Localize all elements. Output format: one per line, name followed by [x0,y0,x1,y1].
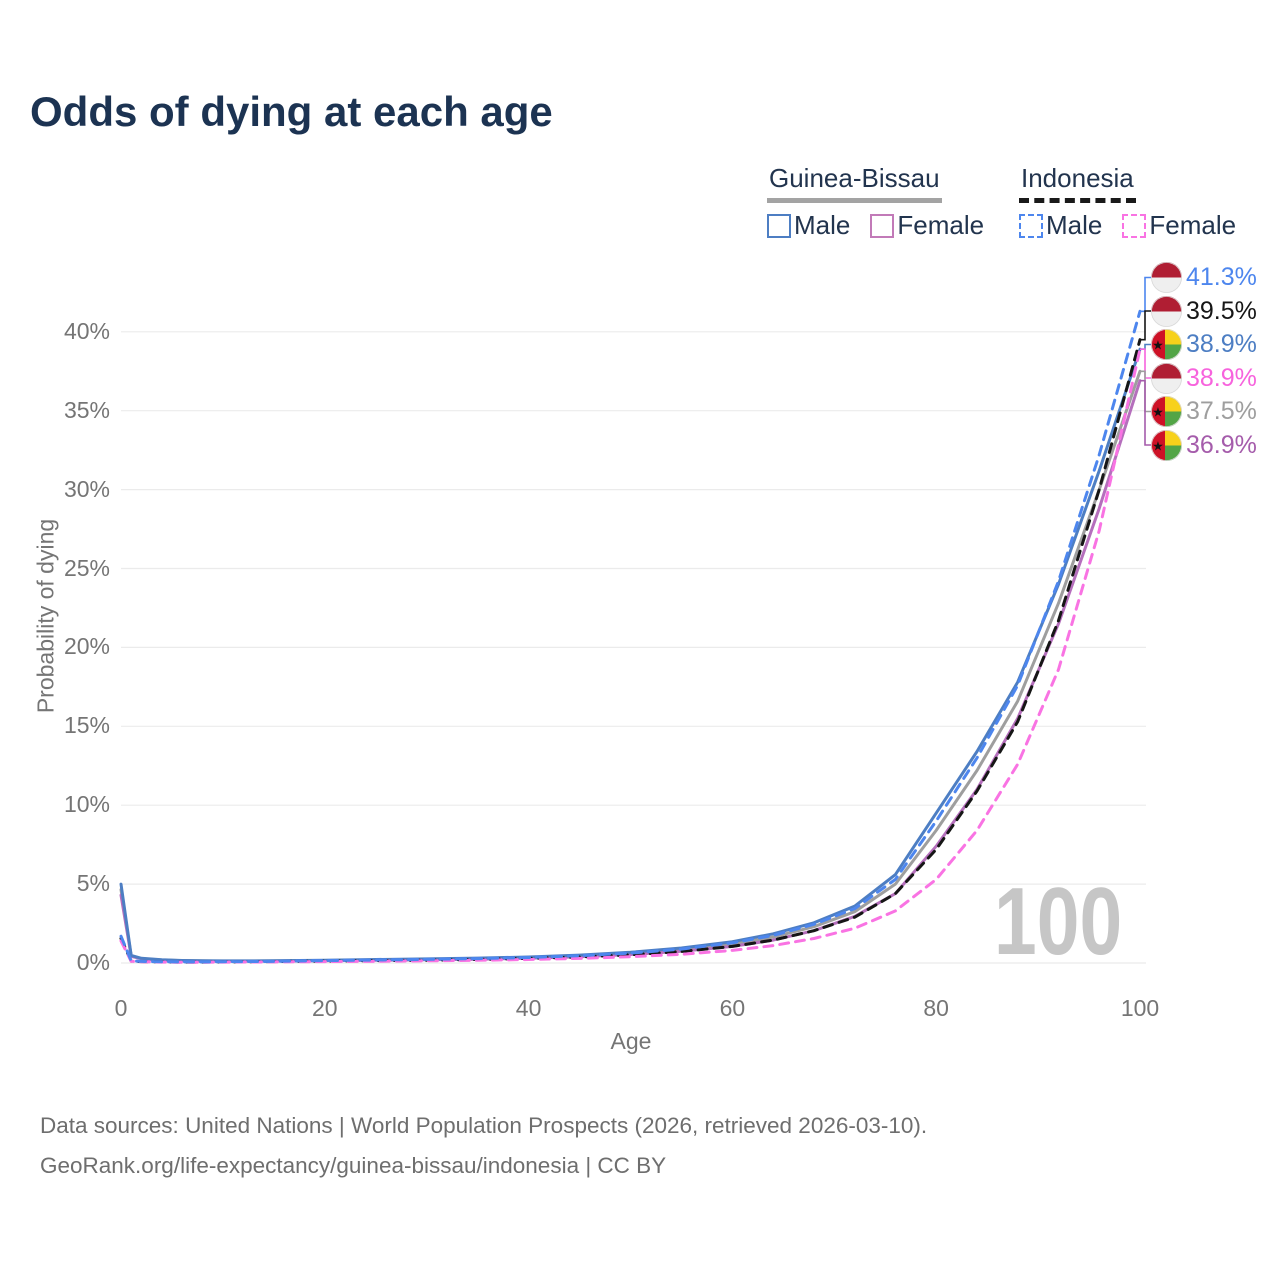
end-label-guinea-bissau-female: ★ 36.9% [1151,429,1257,461]
y-tick-15%: 15% [63,712,110,739]
end-value-guinea-bissau-all: 37.5% [1186,397,1257,425]
series-line-guinea-bissau-all[interactable] [119,369,1142,963]
end-value-guinea-bissau-female: 36.9% [1186,430,1257,459]
x-tick-80: 80 [923,995,949,1021]
legend-item-indonesia-female[interactable]: Female [1122,210,1236,241]
x-tick-60: 60 [719,995,746,1021]
indonesia-flag-icon [1151,295,1182,327]
x-tick-100: 100 [1120,995,1160,1021]
y-tick-25%: 25% [63,554,110,581]
end-value-indonesia-female: 38.9% [1186,363,1257,392]
leader-line-indonesia-male [1140,276,1151,313]
y-tick-5%: 5% [76,870,110,897]
end-label-indonesia-female: 38.9% [1151,362,1257,394]
end-label-guinea-bissau-male: ★ 38.9% [1151,329,1257,360]
svg-text:★: ★ [1152,405,1164,420]
legend-swatch-female-icon [1122,213,1147,238]
data-sources-line: Data sources: United Nations | World Pop… [40,1113,928,1138]
series-line-indonesia-all[interactable] [119,338,1142,964]
legend-item-label: Male [794,210,851,240]
x-tick-20: 20 [312,995,338,1021]
leader-line-guinea-bissau-female [1140,379,1151,446]
hover-age-watermark: 100 [993,868,1122,975]
legend-item-indonesia-male[interactable]: Male [1019,210,1102,241]
series-line-indonesia-female[interactable] [119,347,1142,964]
legend-item-label: Male [1046,210,1103,240]
legend-swatch-male-icon [1019,213,1043,238]
guinea-bissau-flag-icon: ★ [1151,396,1182,427]
series-line-guinea-bissau-male[interactable] [119,347,1142,963]
legend-country-guinea-bissau[interactable]: Guinea-Bissau [767,163,942,203]
legend-item-label: Female [897,210,985,240]
leader-line-indonesia-female [1140,348,1151,379]
page-title: Odds of dying at each age [30,88,553,135]
indonesia-flag-icon [1151,262,1182,293]
x-tick-40: 40 [515,995,542,1021]
x-tick-0: 0 [114,995,128,1021]
end-value-indonesia-all: 39.5% [1186,296,1257,325]
series-line-guinea-bissau-female[interactable] [119,379,1142,963]
x-axis-title: Age [610,1028,652,1054]
legend-item-guinea-bissau-female[interactable]: Female [870,210,984,241]
end-label-guinea-bissau-all: ★ 37.5% [1151,396,1257,427]
end-value-indonesia-male: 41.3% [1186,263,1257,291]
series-line-indonesia-male[interactable] [119,309,1142,964]
legend-item-label: Female [1149,210,1237,240]
y-tick-40%: 40% [63,317,110,344]
legend-group-indonesia: Indonesia Male Female [1019,163,1236,241]
svg-text:★: ★ [1152,438,1164,453]
end-label-indonesia-male: 41.3% [1151,262,1257,293]
guinea-bissau-flag-icon: ★ [1151,329,1182,360]
indonesia-flag-icon [1151,362,1182,394]
legend-country-indonesia[interactable]: Indonesia [1019,163,1136,203]
end-value-guinea-bissau-male: 38.9% [1186,330,1257,358]
legend-swatch-female-icon [870,213,895,238]
end-label-indonesia-all: 39.5% [1151,295,1257,327]
y-tick-0%: 0% [76,949,110,975]
y-tick-20%: 20% [63,633,110,660]
legend-swatch-male-icon [767,213,791,238]
footer: Data sources: United Nations | World Pop… [40,1106,927,1186]
guinea-bissau-flag-icon: ★ [1151,429,1182,461]
leader-line-indonesia-all [1140,310,1151,341]
svg-text:★: ★ [1152,338,1164,353]
y-tick-10%: 10% [63,791,110,818]
legend-group-guinea-bissau: Guinea-Bissau Male Female [767,163,984,241]
attribution-line[interactable]: GeoRank.org/life-expectancy/guinea-bissa… [40,1153,667,1178]
y-tick-35%: 35% [63,396,110,423]
y-tick-30%: 30% [63,475,110,502]
legend-item-guinea-bissau-male[interactable]: Male [767,210,850,241]
